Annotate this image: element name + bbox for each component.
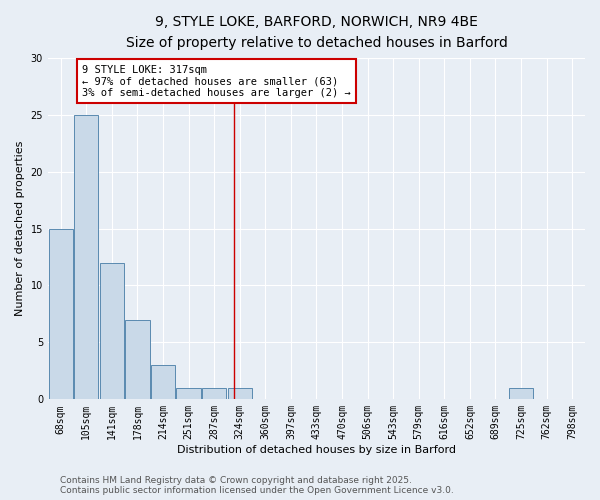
Bar — [202, 388, 226, 400]
Y-axis label: Number of detached properties: Number of detached properties — [15, 141, 25, 316]
Bar — [74, 114, 98, 400]
Text: Contains HM Land Registry data © Crown copyright and database right 2025.
Contai: Contains HM Land Registry data © Crown c… — [60, 476, 454, 495]
Bar — [509, 388, 533, 400]
Bar — [151, 365, 175, 400]
Text: 9 STYLE LOKE: 317sqm
← 97% of detached houses are smaller (63)
3% of semi-detach: 9 STYLE LOKE: 317sqm ← 97% of detached h… — [82, 64, 351, 98]
Title: 9, STYLE LOKE, BARFORD, NORWICH, NR9 4BE
Size of property relative to detached h: 9, STYLE LOKE, BARFORD, NORWICH, NR9 4BE… — [125, 15, 508, 50]
Bar — [227, 388, 252, 400]
X-axis label: Distribution of detached houses by size in Barford: Distribution of detached houses by size … — [177, 445, 456, 455]
Bar — [176, 388, 201, 400]
Bar — [125, 320, 149, 400]
Bar — [49, 228, 73, 400]
Bar — [100, 262, 124, 400]
